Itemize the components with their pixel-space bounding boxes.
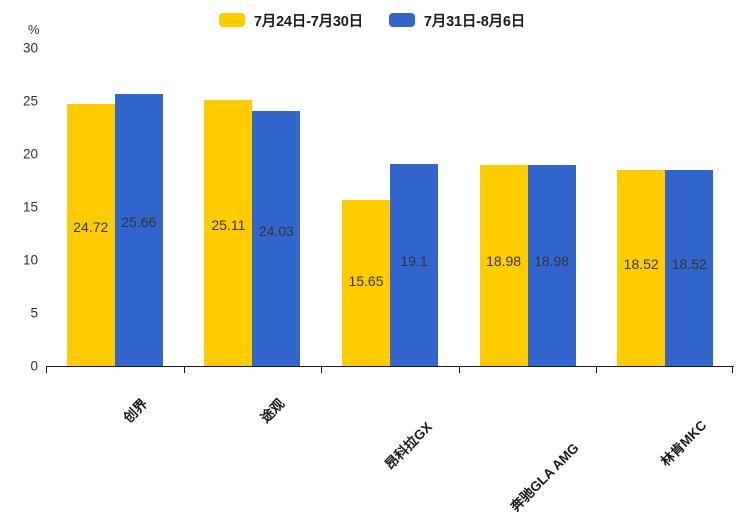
legend-item-period-2[interactable]: 7月31日-8月6日 [388,10,526,31]
y-axis-unit-label: % [28,22,40,37]
x-axis-tick [183,366,185,373]
chart-legend: 7月24日-7月30日 7月31日-8月6日 [0,10,744,30]
bar-period-2[interactable]: 18.52 [665,169,714,366]
bar-value-label: 18.52 [623,256,659,273]
bar-value-label: 25.66 [121,213,157,230]
legend-swatch-period-2 [388,13,415,27]
legend-label-period-1: 7月24日-7月30日 [253,13,363,30]
bar-period-1[interactable]: 18.52 [617,169,666,366]
x-axis-tick [732,366,734,373]
bar-period-1[interactable]: 18.98 [479,164,528,366]
y-tick-25: 25 [22,93,38,109]
y-tick-5: 5 [30,305,38,321]
x-axis-category-text: 昂科拉GX [381,419,436,473]
x-axis-tick [46,366,47,373]
y-tick-10: 10 [22,252,38,268]
plot-area: 24.72 25.66 25.11 24.03 15.65 19.1 18.98 18.98 1… [46,42,734,366]
x-axis-category-text: 创界 [120,395,151,426]
bar-value-label: 18.52 [671,256,707,273]
y-tick-30: 30 [22,40,38,56]
x-axis-tick [321,366,323,373]
bar-value-label: 18.98 [534,253,570,270]
bar-period-2[interactable]: 19.1 [390,163,438,366]
x-axis-tick [458,366,460,373]
bar-period-2[interactable]: 24.03 [252,111,301,366]
bar-value-label: 15.65 [348,273,384,290]
x-axis-tick [596,366,598,373]
legend-item-period-1[interactable]: 7月24日-7月30日 [218,10,363,31]
bar-value-label: 24.72 [73,219,109,236]
x-axis-category-text: 途观 [258,395,288,426]
bar-period-2[interactable]: 18.98 [527,164,576,366]
y-axis-tick-labels: 30 25 20 15 10 5 0 [0,0,38,496]
y-tick-15: 15 [22,199,38,215]
x-axis-category-text: 林肯MKC [658,417,710,470]
legend-swatch-period-1 [218,13,245,27]
bar-value-label: 18.98 [486,253,522,270]
bar-period-2[interactable]: 25.66 [114,94,163,366]
legend-label-period-2: 7月31日-8月6日 [423,13,526,30]
bar-value-label: 25.11 [211,216,246,233]
bar-period-1[interactable]: 25.11 [204,99,253,366]
bar-period-1[interactable]: 24.72 [66,103,115,366]
x-axis-line [46,366,734,367]
bar-period-1[interactable]: 15.65 [342,200,390,366]
bar-value-label: 19.1 [400,252,428,269]
y-tick-0: 0 [30,358,38,374]
x-axis-category-text: 奔驰GLA AMG [507,440,582,515]
bar-value-label: 24.03 [258,223,294,240]
y-tick-20: 20 [22,146,38,162]
